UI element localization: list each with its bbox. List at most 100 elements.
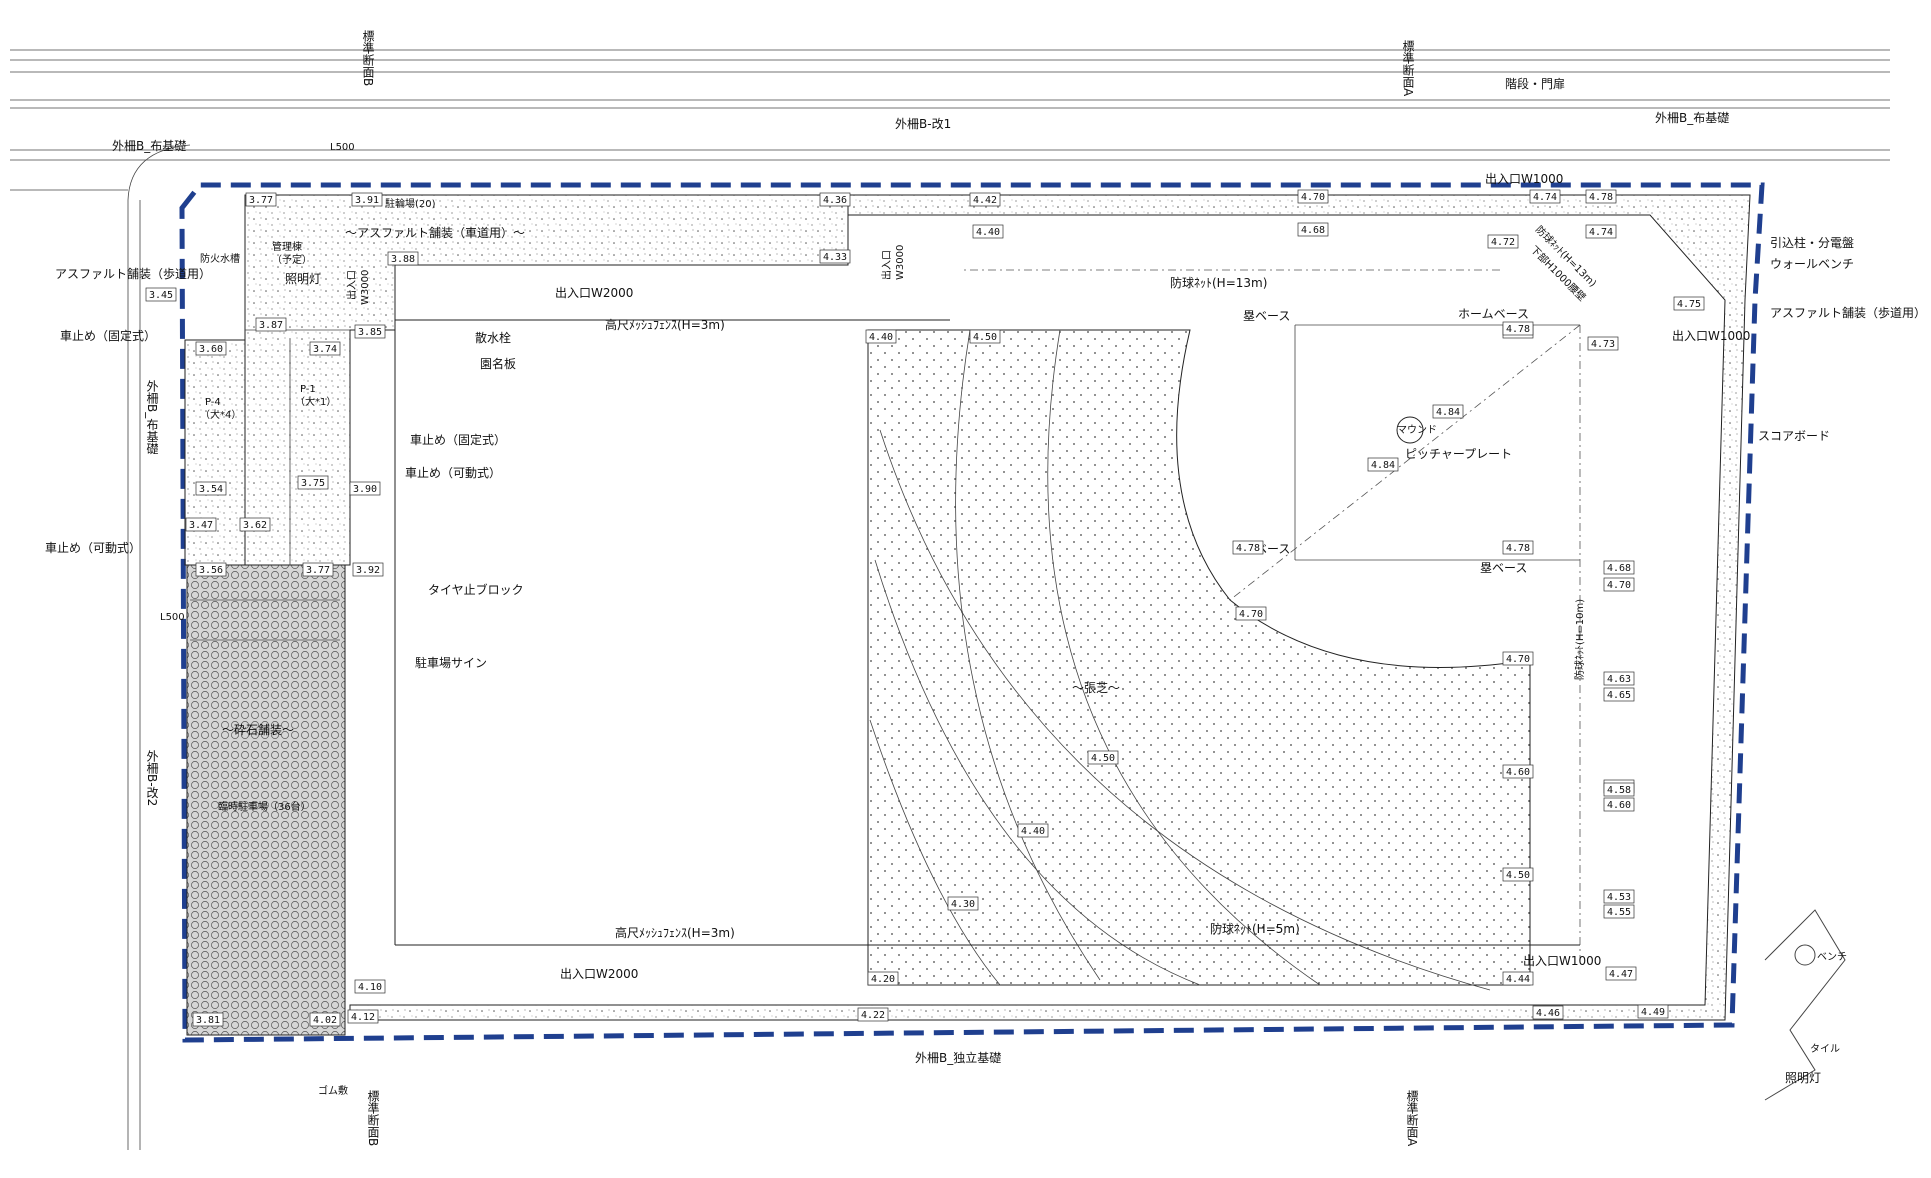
elevation-marker: 4.78 [1502, 321, 1534, 336]
elevation-box [1432, 404, 1464, 419]
elevation-marker: 4.44 [1502, 971, 1534, 986]
elevation-marker: 4.30 [947, 896, 979, 911]
label-shomei-left: 照明灯 [285, 272, 321, 286]
elevation-box [972, 224, 1004, 239]
elevation-box [1487, 234, 1519, 249]
label-sotosaku-b-nuno-right: 外柵B_布基礎 [1655, 111, 1729, 125]
bench-icon [1794, 944, 1816, 966]
elevation-value: 3.91 [355, 195, 379, 206]
elevation-value: 4.33 [823, 252, 847, 263]
label-entrance-w2000-bottom: 出入口W2000 [560, 967, 638, 981]
elevation-marker: 4.33 [819, 249, 851, 264]
label-net5: 防球ﾈｯﾄ(H=5m) [1210, 921, 1300, 936]
elevation-value: 4.40 [1021, 826, 1045, 837]
elevation-box [352, 562, 384, 577]
elevation-marker: 4.70 [1502, 651, 1534, 666]
elevation-box [1603, 560, 1635, 575]
elevation-box [1502, 971, 1534, 986]
elevation-box [1603, 782, 1635, 797]
label-kaidan: 階段・門扉 [1505, 76, 1565, 91]
elevation-box [969, 329, 1001, 344]
elevation-value: 4.30 [951, 899, 975, 910]
elevation-marker: 3.92 [352, 562, 384, 577]
elevation-value: 3.77 [249, 195, 273, 206]
elevation-value: 4.22 [861, 1010, 885, 1021]
label-fence-bottom: 高尺ﾒｯｼｭﾌｪﾝｽ(H=3m) [615, 925, 735, 940]
section-b-bottom: 標準断面B [366, 1090, 380, 1147]
elevation-marker: 4.02 [309, 1012, 341, 1027]
elevation-box [1603, 577, 1635, 592]
elevation-box [969, 192, 1001, 207]
elevation-value: 4.46 [1536, 1008, 1560, 1019]
label-churin: 駐輪場(20) [385, 197, 436, 210]
elevation-box [255, 317, 287, 332]
elevation-value: 3.88 [391, 254, 415, 265]
elevation-value: 4.78 [1236, 543, 1260, 554]
elevation-marker: 4.68 [1297, 222, 1329, 237]
elevation-marker: 4.75 [1673, 296, 1705, 311]
elevation-value: 4.60 [1607, 800, 1631, 811]
elevation-value: 3.81 [196, 1015, 220, 1026]
label-bench: ベンチ [1817, 951, 1847, 963]
elevation-marker: 4.63 [1603, 671, 1635, 686]
elevation-markers: 3.77 3.91 4.36 4.42 4.70 4.74 4.78 4.40 4.68 4.72… [145, 189, 1705, 1027]
elevation-box [1603, 671, 1635, 686]
elevation-marker: 4.46 [1532, 1005, 1564, 1020]
elevation-value: 4.78 [1506, 543, 1530, 554]
label-entrance-w1000-top: 出入口W1000 [1485, 172, 1563, 186]
elevation-marker: 3.90 [349, 481, 381, 496]
label-sotosaku-b-dokuritsu: 外柵B_独立基礎 [915, 1050, 1001, 1065]
label-sansuisen: 散水栓 [475, 330, 511, 345]
elevation-box [302, 562, 334, 577]
elevation-marker: 4.47 [1605, 966, 1637, 981]
elevation-box [354, 324, 386, 339]
elevation-value: 4.74 [1589, 227, 1613, 238]
elevation-value: 4.73 [1591, 339, 1615, 350]
label-net13: 防球ﾈｯﾄ(H=13m) [1170, 275, 1267, 290]
label-kanri: 管理棟 [272, 240, 302, 253]
elevation-box [1532, 1005, 1564, 1020]
elevation-box [819, 249, 851, 264]
label-fence-top: 高尺ﾒｯｼｭﾌｪﾝｽ(H=3m) [605, 317, 725, 332]
road-lines [10, 49, 1890, 1150]
elevation-box [1673, 296, 1705, 311]
label-rui-base-1: 塁ベース [1243, 309, 1290, 323]
elevation-marker: 4.58 [1603, 782, 1635, 797]
elevation-box [195, 341, 227, 356]
turf-area [867, 329, 1531, 986]
elevation-value: 3.87 [259, 320, 283, 331]
elevation-value: 3.90 [353, 484, 377, 495]
elevation-box [309, 1012, 341, 1027]
label-asphalt-walk-left: アスファルト舗装（歩道用） [55, 266, 211, 281]
elevation-marker: 4.78 [1585, 189, 1617, 204]
elevation-box [349, 481, 381, 496]
elevation-box [309, 341, 341, 356]
elevation-marker: 3.45 [145, 287, 177, 302]
elevation-value: 3.74 [313, 344, 337, 355]
section-b-top: 標準断面B [361, 30, 375, 87]
elevation-value: 3.62 [243, 520, 267, 531]
elevation-value: 4.55 [1607, 907, 1631, 918]
elevation-marker: 4.10 [354, 979, 386, 994]
elevation-marker: 4.74 [1529, 189, 1561, 204]
elevation-marker: 4.40 [865, 329, 897, 344]
elevation-value: 4.65 [1607, 690, 1631, 701]
elevation-marker: 4.40 [972, 224, 1004, 239]
elevation-marker: 3.87 [255, 317, 287, 332]
elevation-box [1603, 687, 1635, 702]
label-entrance-w3000-b2: W3000 [895, 245, 906, 280]
elevation-box [867, 971, 899, 986]
elevation-value: 4.53 [1607, 892, 1631, 903]
label-rui-base-3: 塁ベース [1480, 561, 1527, 575]
elevation-value: 4.10 [358, 982, 382, 993]
elevation-value: 4.78 [1589, 192, 1613, 203]
label-entrance-w3000-a: 出入口 [345, 270, 358, 300]
section-a-bottom: 標準断面A [1405, 1090, 1419, 1147]
elevation-box [354, 979, 386, 994]
elevation-marker: 4.60 [1603, 797, 1635, 812]
elevation-marker: 4.53 [1603, 889, 1635, 904]
perimeter-walkway [349, 194, 1751, 1021]
label-yotei: （予定） [272, 253, 312, 266]
elevation-marker: 4.70 [1603, 577, 1635, 592]
elevation-marker: 4.84 [1432, 404, 1464, 419]
